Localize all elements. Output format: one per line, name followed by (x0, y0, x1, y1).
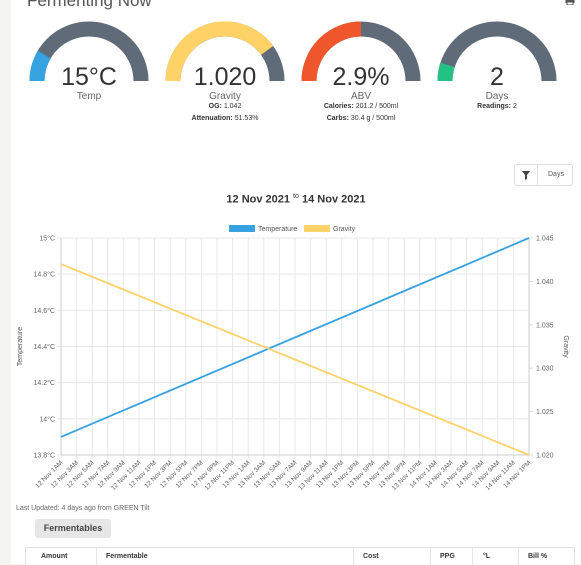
y-left-axis-title: Temperature (17, 327, 24, 366)
last-updated: Last Updated: 4 days ago from GREEN Tilt (16, 505, 150, 512)
filter-label: Days (548, 171, 564, 178)
main-panel: Fermenting Now 15°C Temp 1.020 Gravity O… (11, 0, 581, 565)
gravity-gauge-arc (165, 21, 285, 82)
y-left-tick: 15°C (39, 235, 55, 243)
range-to: to (293, 193, 299, 200)
abv-label: ABV (350, 91, 371, 102)
days-gauge: 2 Days Readings: 2 (436, 20, 558, 130)
gauge-fill (165, 21, 274, 82)
col-ppg[interactable]: PPG (440, 553, 455, 560)
filter-separator (537, 165, 538, 185)
legend-label[interactable]: Temperature (258, 226, 297, 233)
legend-swatch (229, 225, 255, 232)
y-right-tick: 1.045 (536, 236, 554, 243)
range-start: 12 Nov 2021 (226, 193, 291, 206)
y-left-tick: 14.2°C (34, 379, 55, 387)
fermentation-chart: Temperature Gravity 15°C 14.8°C 14.6°C 14.4°C… (17, 225, 569, 492)
col-bill-percent[interactable]: Bill % (528, 553, 548, 560)
gauge-fill (29, 50, 51, 82)
col-amount[interactable]: Amount (41, 553, 68, 560)
abv-value: 2.9% (332, 63, 390, 91)
y-left-tick: 13.8°C (34, 452, 55, 460)
gauge-fill (301, 21, 362, 82)
fermentables-table-header: Amount Fermentable Cost PPG °L Bill % (25, 547, 575, 565)
og-line: OG: 1.042 (208, 103, 242, 110)
calories-line: Calories: 201.2 / 500ml (323, 103, 399, 110)
y-left-tick: 14.8°C (34, 271, 55, 279)
col-divider (353, 548, 354, 565)
col-divider (518, 548, 519, 565)
y-right-tick: 1.025 (536, 409, 554, 416)
abv-gauge: 2.9% ABV Calories: 201.2 / 500ml Carbs: … (300, 20, 422, 130)
col-divider (96, 548, 97, 565)
page-title: Fermenting Now (27, 0, 152, 10)
readings-line: Readings: 2 (477, 103, 517, 110)
temp-label: Temp (76, 91, 102, 102)
temp-gauge-arc (29, 21, 149, 82)
y-left-tick: 14.4°C (34, 343, 55, 351)
tab-fermentables[interactable]: Fermentables (35, 519, 111, 538)
range-end: 14 Nov 2021 (301, 193, 366, 206)
y-right-axis-title: Gravity (562, 335, 569, 358)
col-fermentable[interactable]: Fermentable (106, 553, 148, 560)
days-filter-button[interactable]: Days (514, 164, 573, 186)
days-gauge-arc (437, 21, 557, 82)
gravity-gauge: 1.020 Gravity OG: 1.042 Attenuation: 51.… (164, 20, 286, 130)
carbs-line: Carbs: 30.4 g / 500ml (326, 115, 396, 122)
col-lovibond[interactable]: °L (483, 553, 491, 560)
temp-value: 15°C (61, 63, 117, 91)
series-gravity-line (60, 263, 530, 456)
gravity-value: 1.020 (193, 63, 257, 91)
days-label: Days (485, 91, 509, 102)
filter-icon (522, 171, 530, 180)
col-divider (472, 548, 473, 565)
y-left-tick: 14°C (39, 415, 55, 423)
legend-label[interactable]: Gravity (333, 226, 356, 233)
printer-icon[interactable] (565, 0, 575, 5)
gauge-track (437, 21, 557, 82)
days-value: 2 (490, 63, 504, 91)
gauge-fill (437, 62, 455, 82)
y-right-tick: 1.030 (536, 366, 554, 373)
y-left-tick: 14.6°C (34, 307, 55, 315)
col-divider (430, 548, 431, 565)
y-right-tick: 1.040 (536, 279, 554, 286)
y-right-tick: 1.020 (536, 453, 554, 460)
col-cost[interactable]: Cost (363, 553, 379, 560)
abv-gauge-arc (301, 21, 421, 82)
y-right-tick: 1.035 (536, 322, 554, 329)
legend-swatch (304, 225, 330, 232)
date-range-title: 12 Nov 2021 to 14 Nov 2021 (11, 193, 581, 206)
temp-gauge: 15°C Temp (28, 20, 150, 130)
series-temperature-line (60, 237, 530, 438)
attenuation-line: Attenuation: 51.53% (191, 115, 259, 122)
gravity-label: Gravity (209, 91, 241, 102)
